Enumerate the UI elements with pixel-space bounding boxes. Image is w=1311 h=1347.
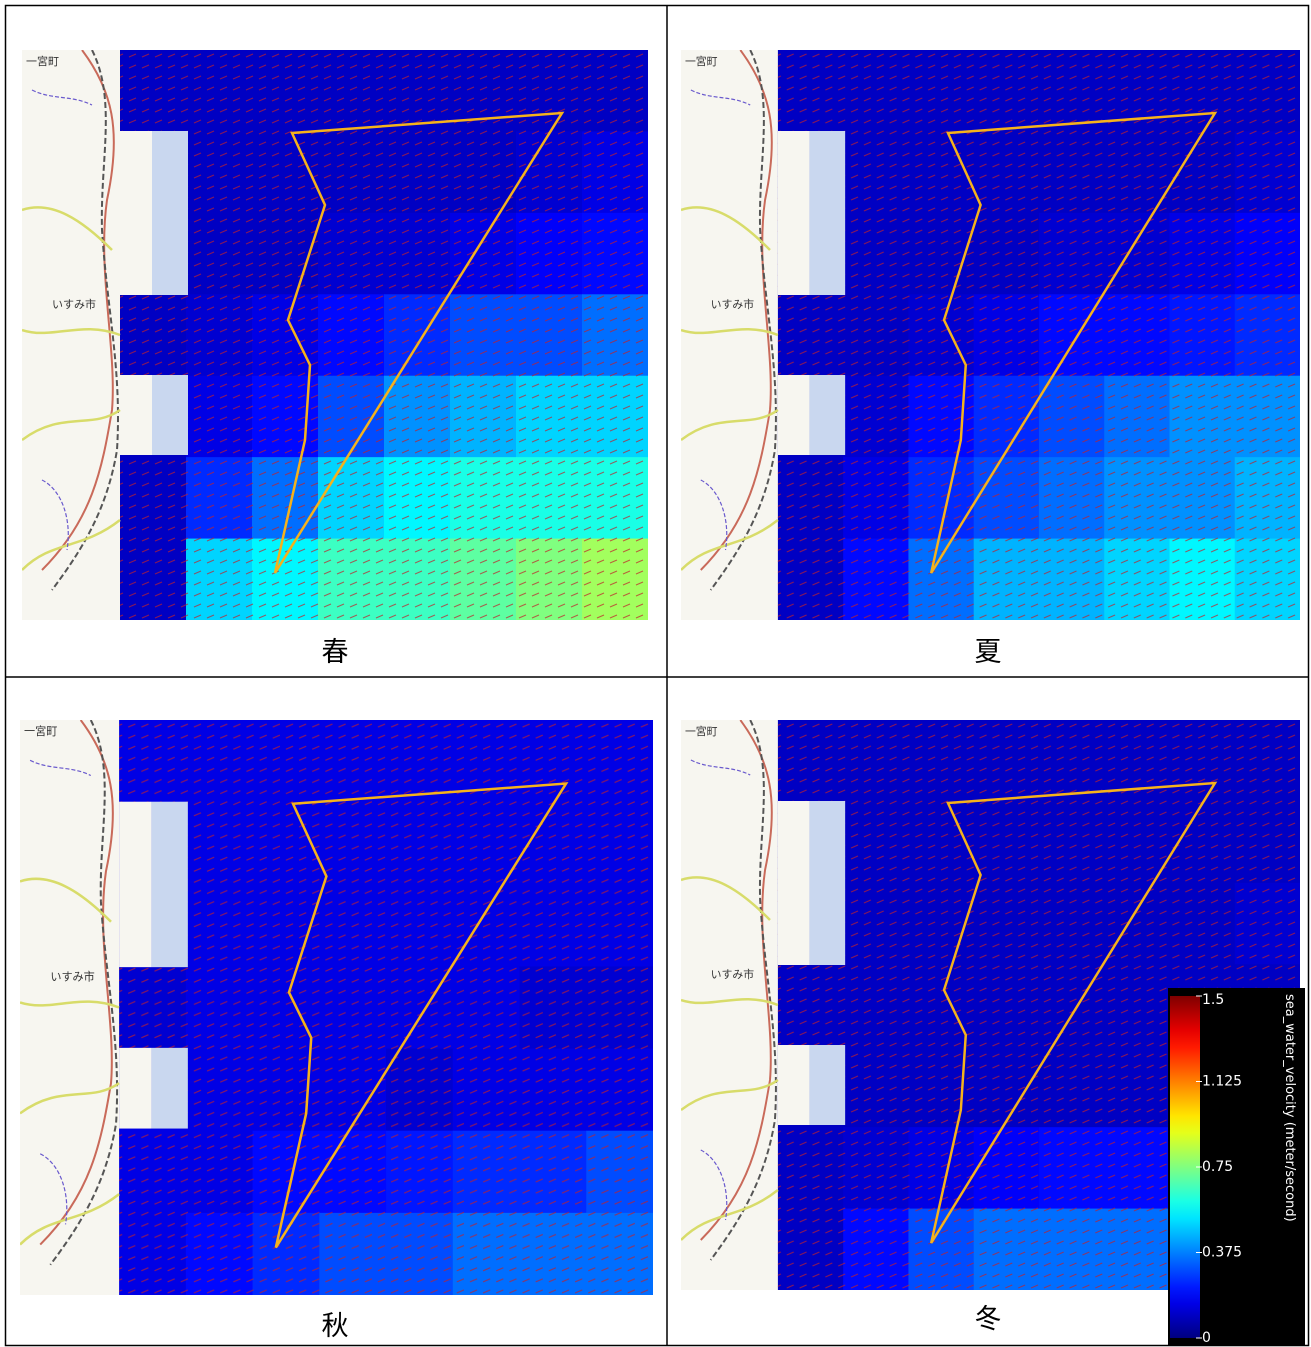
land — [119, 1048, 151, 1129]
place-label: いすみ市 — [711, 967, 755, 981]
colorbar-tick-label: 0 — [1202, 1330, 1211, 1346]
colorbar-tick-label: 1.125 — [1202, 1074, 1242, 1090]
land — [778, 1045, 810, 1125]
arrows — [119, 720, 653, 1295]
page: 一宮町いすみ市春一宮町いすみ市夏一宮町いすみ市秋一宮町いすみ市冬00.3750.… — [0, 0, 1311, 1347]
land — [778, 131, 810, 295]
place-label: いすみ市 — [52, 297, 96, 311]
place-label: いすみ市 — [50, 969, 94, 983]
land — [778, 375, 810, 455]
colorbar-tick-label: 0.375 — [1202, 1245, 1242, 1261]
coastal-sea — [810, 801, 846, 965]
coastal-sea — [810, 375, 846, 455]
season-caption: 春 — [322, 630, 349, 669]
place-label: いすみ市 — [711, 297, 755, 311]
colorbar-tick-label: 0.75 — [1202, 1159, 1233, 1175]
place-label: 一宮町 — [685, 54, 718, 68]
coastal-sea — [152, 131, 188, 295]
land — [120, 131, 152, 295]
coastal-sea — [810, 1045, 846, 1125]
season-caption: 夏 — [975, 630, 1002, 669]
colorbar-label: sea_water_velocity (meter/second) — [1282, 994, 1297, 1222]
coastal-sea — [810, 131, 846, 295]
land — [778, 801, 810, 965]
coastal-sea — [152, 375, 188, 455]
season-caption: 秋 — [322, 1304, 349, 1343]
colorbar: 0 0.375 0.75 1.125 1.5 sea_water_velocity (me… — [1168, 988, 1305, 1346]
coastal-sea — [151, 1048, 187, 1129]
colorbar-tick-label: 1.5 — [1202, 992, 1224, 1008]
colorbar-scale — [1170, 996, 1200, 1338]
land — [119, 802, 151, 967]
coastal-sea — [151, 802, 187, 967]
arrows — [778, 50, 1300, 620]
place-label: 一宮町 — [26, 54, 59, 68]
place-label: 一宮町 — [24, 724, 57, 738]
arrows — [120, 50, 648, 620]
land — [120, 375, 152, 455]
place-label: 一宮町 — [685, 724, 718, 738]
season-caption: 冬 — [975, 1297, 1002, 1336]
